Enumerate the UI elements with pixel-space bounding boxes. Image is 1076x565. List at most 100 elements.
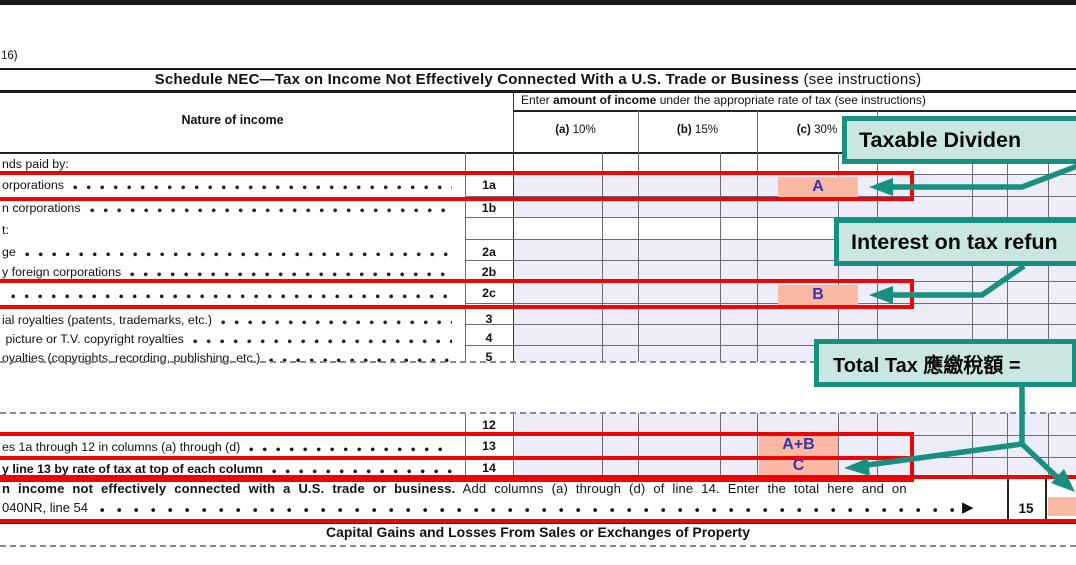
line-number-3: 3 — [485, 312, 493, 326]
dot-leader — [192, 330, 452, 348]
title-rule-top — [0, 68, 1076, 70]
highlight-cell-1a — [778, 177, 858, 197]
grid-vline — [757, 110, 758, 362]
grid-vline — [513, 90, 514, 362]
dot-leader — [221, 311, 452, 329]
grid-hline — [465, 324, 1076, 325]
rate-banner-bold: amount of income — [553, 93, 657, 107]
grid-vline — [1048, 413, 1049, 479]
rate-banner: Enter amount of income under the appropr… — [521, 93, 926, 107]
nature-of-income-header: Nature of income — [181, 113, 284, 127]
line-number-2a: 2a — [482, 245, 496, 259]
dot-leader — [269, 349, 452, 367]
line-number-5: 5 — [485, 350, 493, 364]
splice-dashed-line — [0, 412, 1076, 414]
row-interest: t: — [2, 223, 9, 237]
grid-hline — [465, 345, 1076, 346]
line-number-14: 14 — [482, 461, 496, 475]
line-number-15: 15 — [1018, 501, 1034, 516]
pointer-triangle-icon: ▶ — [962, 499, 974, 516]
callout-total-tax-text: Total Tax 應繳稅額 = — [833, 354, 1021, 377]
bottom-dashed-line — [0, 545, 1076, 547]
line-number-1a: 1a — [482, 178, 496, 192]
header-bottom-rule — [0, 152, 1076, 154]
grid-hline — [465, 303, 1076, 304]
red-box-row-14 — [0, 456, 914, 482]
callout-taxable-dividend-text: Taxable Dividen — [859, 127, 1022, 152]
column-c-header: (c) 30% — [757, 123, 877, 136]
row-2a: ge — [0, 243, 460, 261]
marker-A-plus-B: A+B — [782, 436, 815, 453]
line-number-12: 12 — [482, 418, 496, 432]
column-b-header: (b) 15% — [638, 123, 757, 136]
dot-leader — [249, 438, 452, 456]
top-rule — [0, 0, 1076, 5]
grid-vline — [602, 152, 603, 362]
line-15-dot-leader — [100, 500, 955, 516]
grid-vline — [1045, 479, 1047, 522]
red-box-row-1a — [0, 171, 914, 201]
callout-interest-tax-refund: Interest on tax refun — [834, 218, 1076, 266]
row-2c — [0, 285, 460, 303]
grid-vline — [1007, 413, 1008, 479]
row-dividends-paid-by: nds paid by: — [2, 157, 69, 171]
highlight-cell-15 — [1048, 497, 1076, 516]
column-a-tag: (a) — [555, 123, 570, 136]
row-2b: y foreign corporations — [0, 263, 460, 281]
grid-vline — [838, 413, 839, 479]
capital-gains-section-heading: Capital Gains and Losses From Sales or E… — [325, 524, 751, 540]
row-14: y line 13 by rate of tax at top of each … — [0, 460, 460, 478]
page-title-note: (see instructions) — [799, 71, 922, 88]
grid-vline — [1007, 479, 1009, 522]
callout-taxable-dividend: Taxable Dividen — [842, 116, 1076, 164]
form-number-partial: 16) — [1, 50, 18, 62]
dot-leader — [130, 263, 452, 281]
grid-vline — [465, 413, 466, 479]
grid-hline — [465, 260, 1076, 261]
rate-banner-post: under the appropriate rate of tax (see i… — [656, 93, 926, 107]
row-1a: orporations — [0, 176, 460, 194]
column-a-header: (a) 10% — [513, 123, 638, 136]
grid-vline — [720, 152, 721, 362]
line-15-bold-text: n income not effectively connected with … — [2, 481, 456, 496]
callout-total-tax: Total Tax 應繳稅額 = — [814, 339, 1076, 387]
line-15-text: n income not effectively connected with … — [2, 481, 997, 496]
highlight-cell-13 — [759, 436, 838, 456]
line-number-1b: 1b — [481, 201, 497, 215]
title-rule-bottom — [0, 90, 1076, 93]
page-title-main: Schedule NEC—Tax on Income Not Effective… — [154, 71, 800, 88]
line15-bottom-rule — [0, 522, 1076, 524]
line-number-2c: 2c — [482, 286, 496, 300]
page-title: Schedule NEC—Tax on Income Not Effective… — [0, 71, 1076, 88]
grid-vline — [757, 413, 758, 479]
dot-leader — [89, 199, 452, 217]
red-box-row-2c — [0, 279, 914, 309]
grid-vline — [638, 110, 639, 362]
column-c-tag: (c) — [796, 123, 811, 136]
rate-banner-divider — [513, 110, 1076, 112]
splice-dashed-line — [0, 361, 1076, 363]
red-box-line-15 — [0, 475, 1076, 523]
column-b-rate: 15% — [691, 123, 719, 136]
grid-vline — [972, 413, 973, 479]
marker-A: A — [812, 178, 824, 195]
dot-leader — [271, 460, 452, 478]
grid-vline — [513, 413, 514, 479]
line-number-13: 13 — [482, 439, 496, 453]
column-c-rate: 30% — [810, 123, 838, 136]
grid-vline — [720, 413, 721, 479]
marker-B: B — [812, 286, 824, 303]
grid-vline — [465, 152, 466, 362]
row-1b: n corporations — [0, 199, 460, 217]
row-13: es 1a through 12 in columns (a) through … — [0, 438, 460, 456]
grid-vline — [602, 413, 603, 479]
highlight-cell-14 — [759, 457, 838, 477]
rate-banner-pre: Enter — [521, 93, 554, 107]
input-row-1b-fields[interactable] — [513, 196, 1076, 217]
column-b-tag: (b) — [676, 123, 692, 136]
row-4: picture or T.V. copyright royalties — [0, 330, 460, 348]
line-number-4: 4 — [485, 331, 493, 345]
dot-leader — [24, 243, 452, 261]
line-15-normal-text: Add columns (a) through (d) of line 14. … — [455, 481, 907, 496]
dot-leader — [11, 285, 452, 303]
